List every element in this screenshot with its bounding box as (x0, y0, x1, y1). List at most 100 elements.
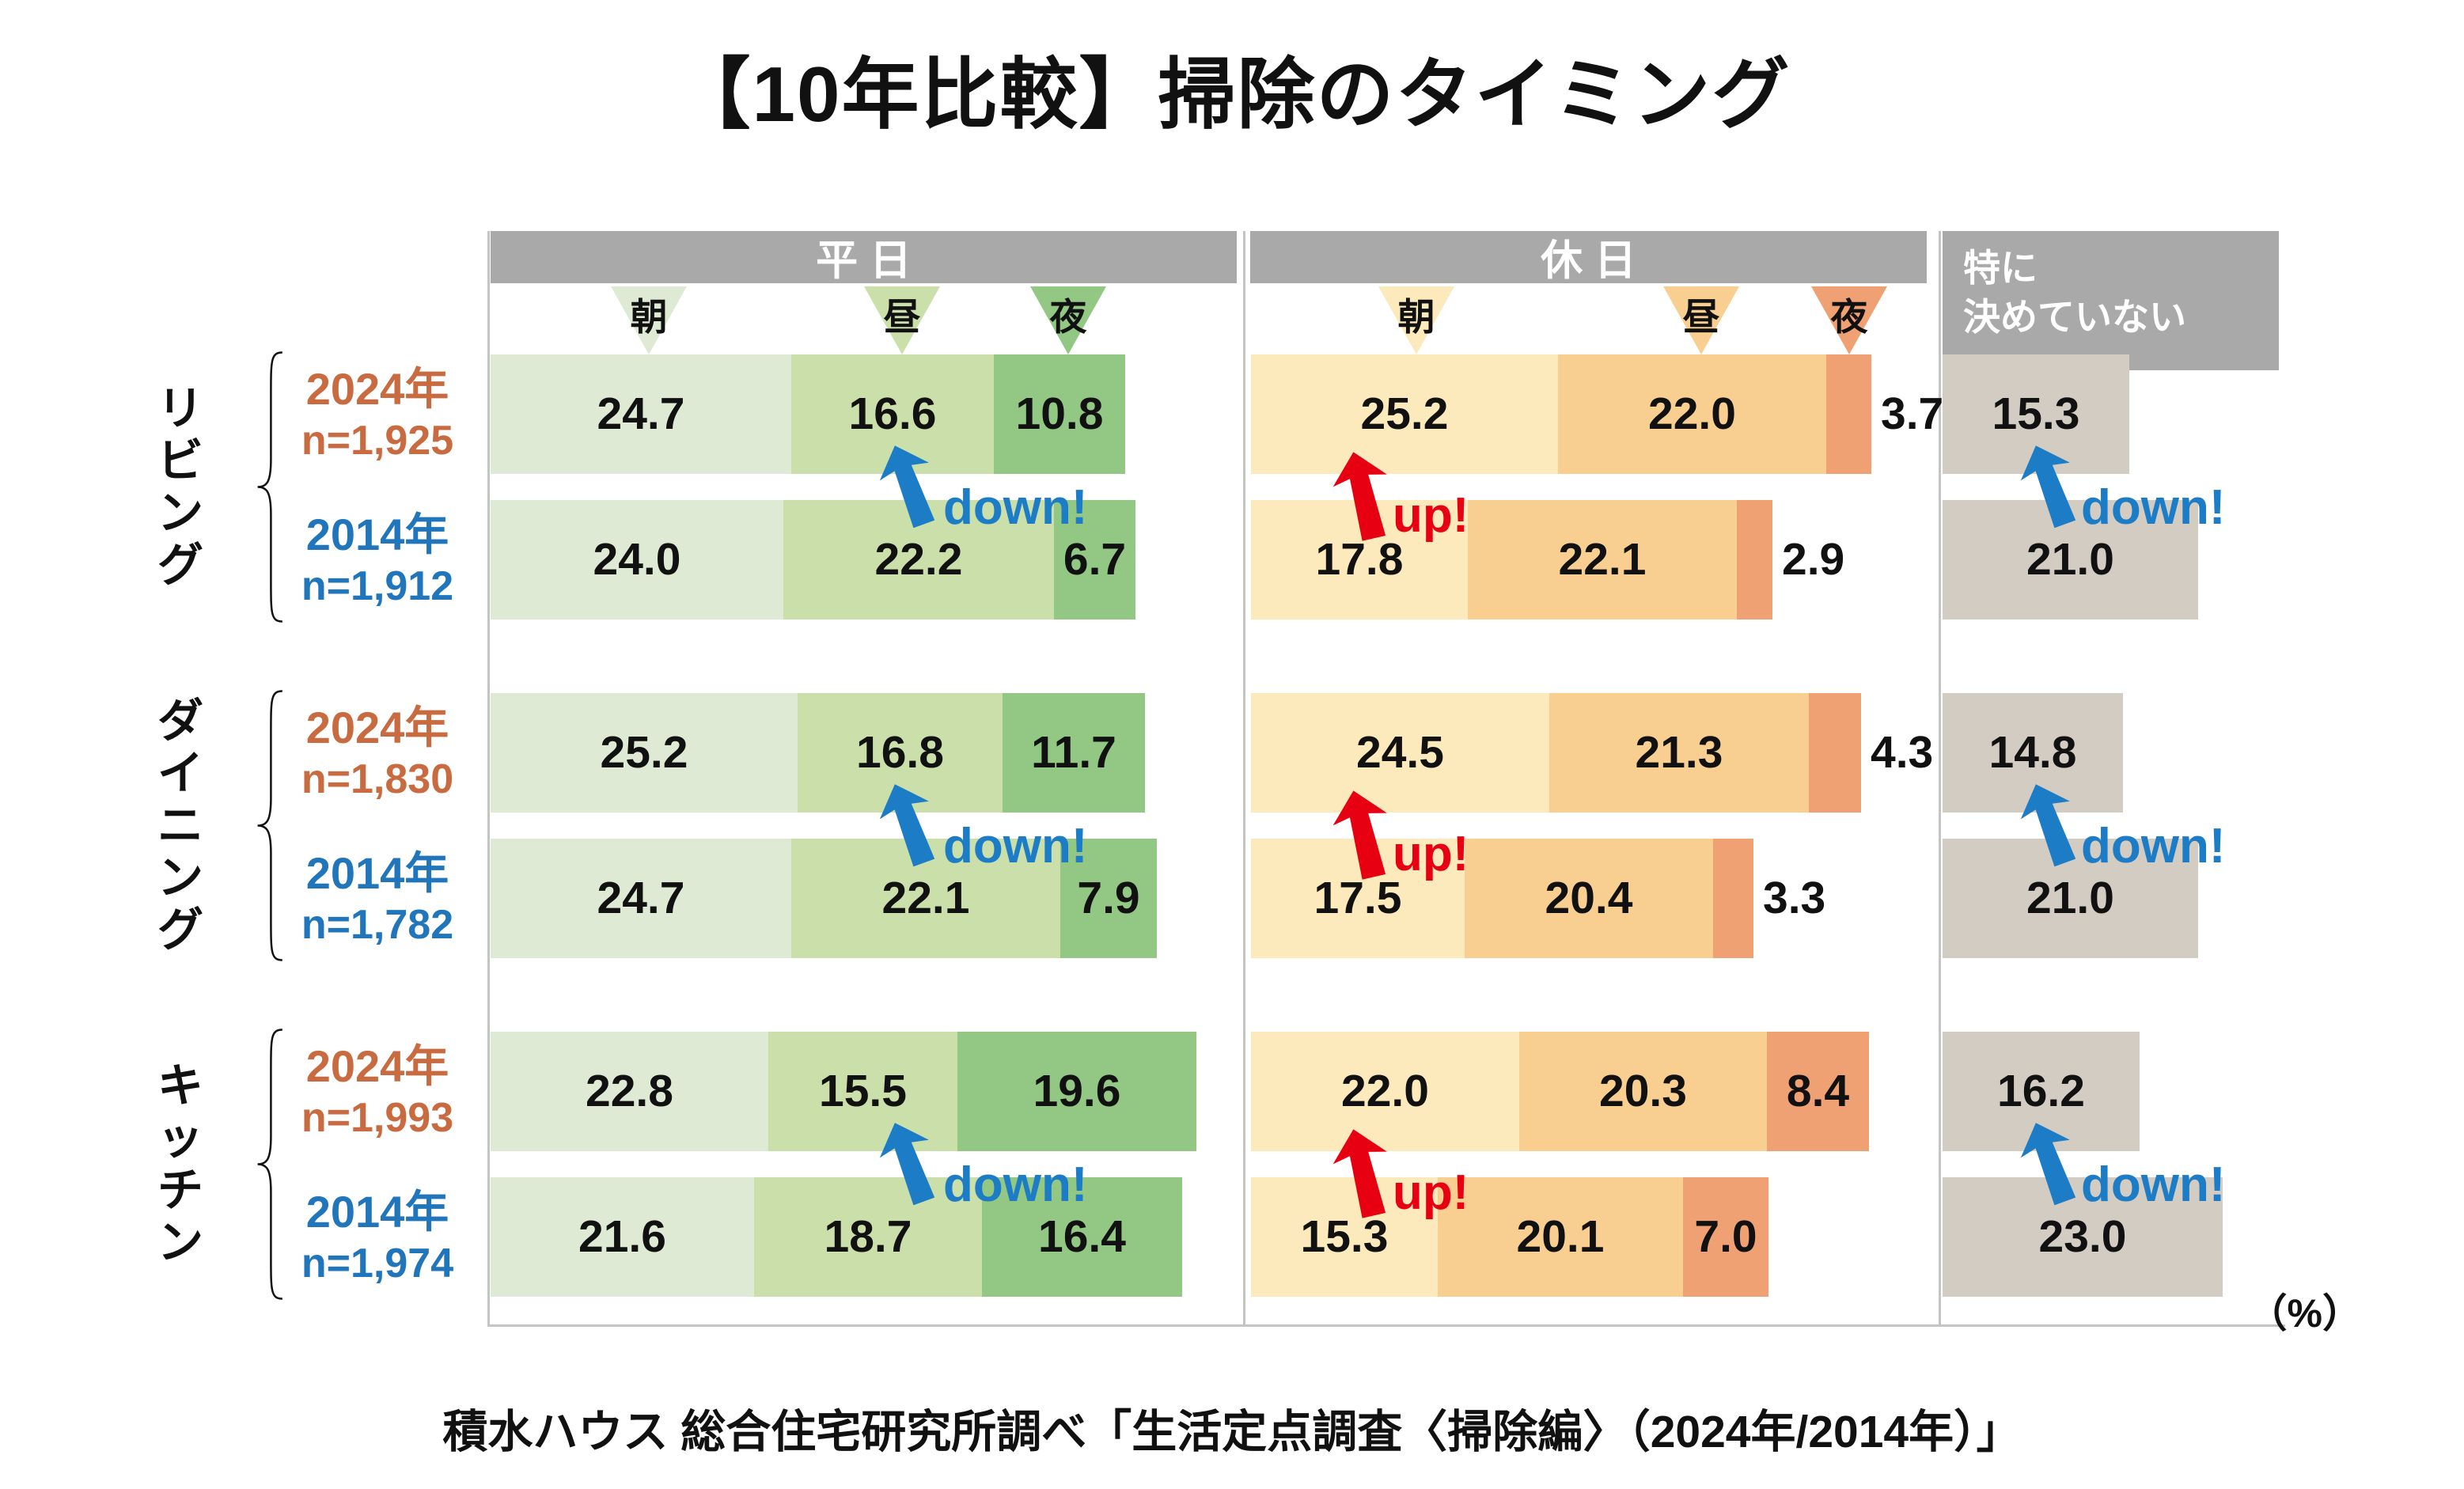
weekday-bar-segment (1003, 693, 1145, 813)
segment-value-label: 20.1 (1516, 1211, 1605, 1262)
weekday-panel-header: 平 日 (491, 231, 1237, 284)
weekend-bar-segment (1558, 354, 1826, 474)
year-label-block: 2014年 n=1,912 (266, 508, 489, 611)
down-arrow-icon (2011, 775, 2089, 872)
triangle-icon (611, 286, 687, 354)
weekday-bar-segment (994, 354, 1125, 474)
undecided-value-label: 23.0 (2038, 1211, 2127, 1262)
weekend-bar-segment (1251, 1032, 1519, 1151)
segment-value-label: 2.9 (1782, 534, 1845, 585)
segment-value-label: 24.7 (597, 873, 685, 923)
panel-divider (1243, 231, 1245, 1326)
weekend-panel-header: 休 日 (1250, 231, 1927, 284)
sample-size-label: n=1,912 (301, 563, 454, 609)
year-label: 2024年 (305, 1041, 449, 1091)
weekend-bar-segment (1767, 1032, 1869, 1151)
undecided-panel-header: 特に 決めていない (1943, 231, 2279, 370)
weekday-bar-segment (491, 693, 798, 813)
unit-label: （%） (2247, 1291, 2362, 1336)
segment-value-label: 11.7 (1031, 727, 1116, 778)
undecided-value-label: 14.8 (1988, 727, 2077, 778)
segment-value-label: 15.5 (819, 1066, 907, 1116)
weekend-bar-segment (1251, 693, 1549, 813)
up-arrow-icon (1326, 446, 1400, 545)
segment-value-label: 24.5 (1356, 727, 1444, 778)
segment-value-label: 16.4 (1038, 1211, 1126, 1262)
weekday-bar-segment (491, 500, 783, 619)
weekend-bar-segment (1809, 693, 1861, 813)
time-label: 夜 (1049, 296, 1087, 338)
triangle-icon (1663, 286, 1739, 354)
segment-value-label: 22.1 (881, 873, 970, 923)
undecided-value-label: 15.3 (1992, 388, 2080, 439)
segment-value-label: 25.2 (1360, 388, 1449, 439)
year-label-block: 2014年 n=1,782 (266, 847, 489, 949)
weekday-bar-segment (768, 1032, 957, 1151)
sample-size-label: n=1,830 (301, 756, 454, 802)
year-label-block: 2024年 n=1,993 (266, 1040, 489, 1142)
down-arrow-icon (870, 1114, 948, 1211)
baseline (487, 1324, 2285, 1327)
weekend-bar-segment (1826, 354, 1871, 474)
segment-value-label: 25.2 (600, 727, 688, 778)
weekend-trend-annotation: up! (1393, 827, 1469, 881)
weekend-bar-segment (1251, 839, 1465, 958)
sample-size-label: n=1,993 (301, 1095, 454, 1141)
up-arrow-icon (1326, 785, 1400, 884)
triangle-icon (1378, 286, 1454, 354)
segment-value-label: 22.2 (874, 534, 963, 585)
group-brace-icon (255, 688, 283, 963)
weekend-bar-segment (1683, 1177, 1768, 1297)
segment-value-label: 7.0 (1694, 1211, 1757, 1262)
weekday-bar-segment (491, 1032, 768, 1151)
weekend-night-marker: 夜 (1811, 286, 1887, 354)
weekday-morning-marker: 朝 (611, 286, 687, 354)
segment-value-label: 7.9 (1077, 873, 1140, 923)
undecided-trend-annotation: down! (2081, 819, 2226, 873)
segment-value-label: 18.7 (824, 1211, 912, 1262)
group-brace-icon (255, 350, 283, 624)
undecided-trend-annotation: down! (2081, 480, 2226, 535)
weekday-night-marker: 夜 (1030, 286, 1106, 354)
year-label: 2014年 (305, 1187, 449, 1237)
weekend-bar-segment (1251, 1177, 1438, 1297)
time-label: 昼 (883, 296, 921, 338)
room-label: キッチン (157, 1059, 203, 1268)
down-arrow-icon (2011, 437, 2089, 533)
segment-value-label: 16.6 (848, 388, 937, 439)
segment-value-label: 24.7 (597, 388, 685, 439)
segment-value-label: 20.4 (1545, 873, 1633, 923)
sample-size-label: n=1,782 (301, 902, 454, 948)
sample-size-label: n=1,974 (301, 1241, 454, 1286)
source-caption: 積水ハウス 総合住宅研究所調べ「生活定点調査〈掃除編〉（2024年/2014年）… (442, 1407, 2022, 1457)
weekend-bar-segment (1737, 500, 1772, 619)
weekend-morning-marker: 朝 (1378, 286, 1454, 354)
segment-value-label: 8.4 (1786, 1066, 1850, 1116)
segment-value-label: 17.5 (1314, 873, 1402, 923)
triangle-icon (1811, 286, 1887, 354)
year-label-block: 2014年 n=1,974 (266, 1185, 489, 1288)
year-label-block: 2024年 n=1,830 (266, 701, 489, 804)
weekday-bar-segment (491, 839, 791, 958)
undecided-value-label: 21.0 (2026, 534, 2114, 585)
weekday-bar-segment (491, 354, 791, 474)
year-label: 2014年 (305, 848, 449, 898)
segment-value-label: 19.6 (1033, 1066, 1121, 1116)
weekend-trend-annotation: up! (1393, 1165, 1469, 1220)
segment-value-label: 20.3 (1599, 1066, 1687, 1116)
room-label: ダイニング (157, 695, 203, 956)
triangle-icon (864, 286, 940, 354)
time-label: 朝 (1397, 296, 1435, 338)
weekend-trend-annotation: up! (1393, 488, 1469, 543)
down-arrow-icon (2011, 1114, 2089, 1211)
time-label: 朝 (630, 296, 668, 338)
year-label: 2024年 (305, 364, 449, 414)
weekend-bar-segment (1549, 693, 1809, 813)
weekday-trend-annotation: down! (943, 819, 1088, 873)
weekend-noon-marker: 昼 (1663, 286, 1739, 354)
weekday-bar-segment (957, 1032, 1196, 1151)
segment-value-label: 4.3 (1871, 727, 1934, 778)
weekend-bar-segment (1519, 1032, 1767, 1151)
left-frame-line (487, 231, 490, 1326)
